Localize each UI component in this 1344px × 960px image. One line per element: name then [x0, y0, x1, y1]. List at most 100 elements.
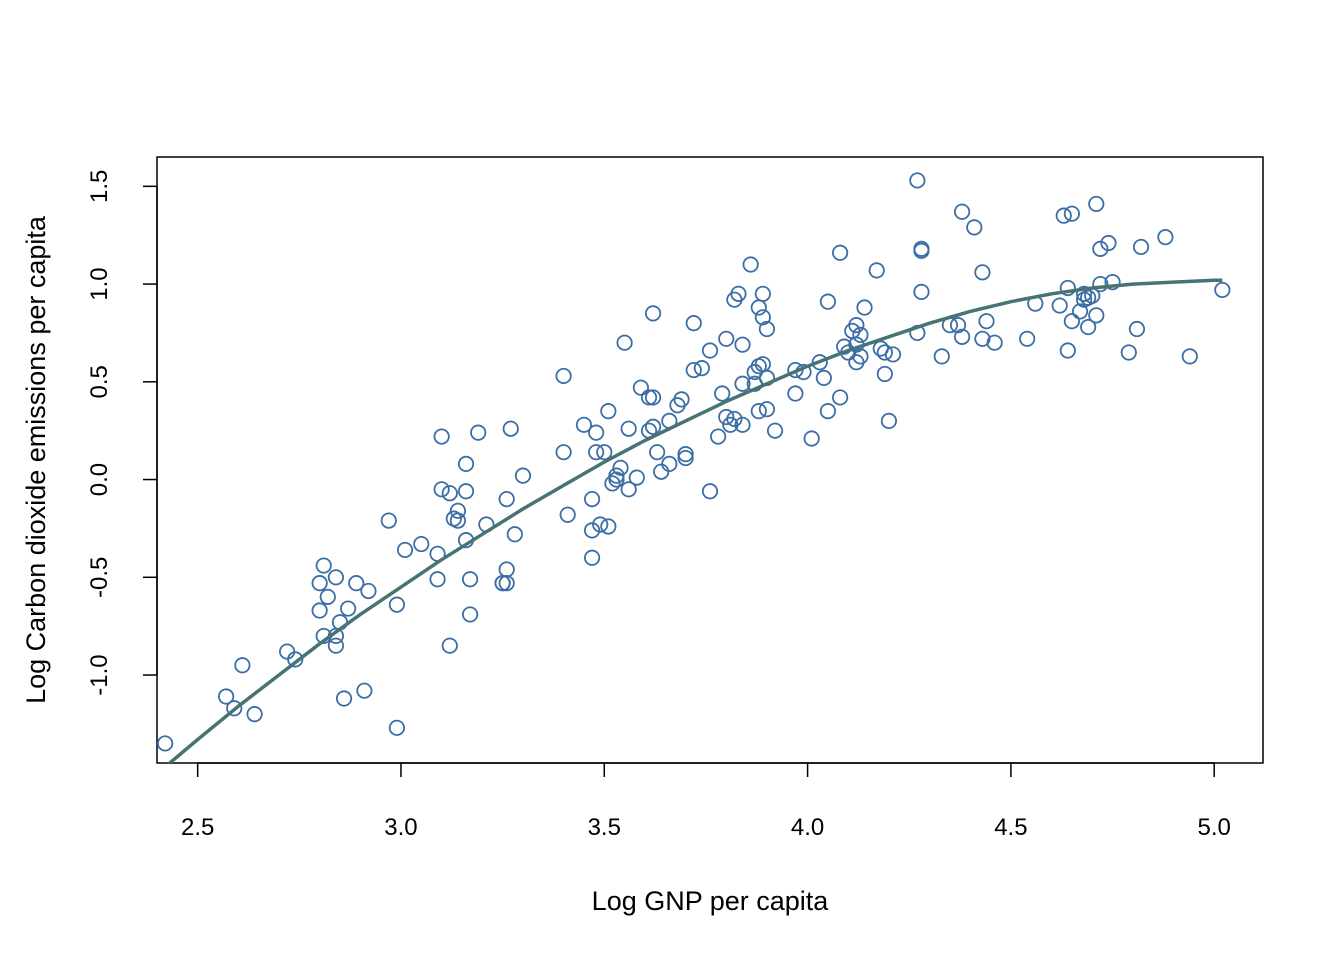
y-tick-label: 1.0: [86, 267, 113, 300]
data-point: [933, 348, 950, 365]
data-point: [868, 262, 885, 279]
data-point: [583, 522, 601, 539]
data-point: [157, 735, 174, 752]
data-point: [441, 637, 458, 654]
data-point: [457, 483, 475, 500]
data-point: [388, 719, 406, 736]
data-point: [701, 483, 719, 500]
data-point: [588, 444, 605, 461]
data-point: [555, 444, 572, 461]
data-point: [559, 506, 576, 523]
x-tick-label: 3.0: [384, 814, 417, 841]
x-tick-label: 5.0: [1198, 814, 1231, 841]
data-point: [718, 330, 735, 347]
data-point: [644, 305, 662, 322]
data-point: [1075, 285, 1093, 302]
data-point: [514, 467, 532, 484]
data-point: [628, 469, 645, 486]
y-tick-label: 0.0: [86, 463, 113, 496]
data-point: [750, 299, 767, 316]
data-point: [677, 449, 694, 467]
data-point: [583, 549, 601, 566]
data-point: [287, 651, 304, 668]
data-point: [1088, 307, 1105, 324]
data-point: [246, 706, 263, 723]
data-point: [649, 444, 666, 461]
data-point: [1088, 195, 1105, 213]
fitted-curve: [167, 278, 1223, 763]
data-point: [1019, 330, 1036, 347]
data-point: [726, 410, 743, 428]
data-point: [596, 444, 613, 461]
data-point: [588, 424, 605, 441]
fit-curve-line: [167, 278, 1223, 763]
data-point: [279, 643, 296, 660]
data-point: [335, 690, 353, 707]
data-point: [433, 428, 450, 445]
data-point: [701, 342, 719, 359]
data-point: [730, 285, 747, 302]
data-point: [449, 512, 466, 529]
data-point: [311, 575, 328, 592]
data-point: [1104, 274, 1121, 291]
data-point: [876, 365, 893, 383]
data-point: [677, 446, 694, 463]
data-point: [620, 420, 637, 437]
data-point: [1100, 234, 1117, 252]
data-point: [954, 328, 971, 345]
x-tick-label: 2.5: [181, 814, 214, 841]
data-point: [327, 569, 345, 586]
data-point: [693, 360, 710, 377]
data-point: [673, 391, 690, 408]
data-point: [413, 535, 430, 553]
data-point: [832, 244, 849, 261]
data-point: [819, 403, 837, 420]
data-point: [978, 313, 995, 330]
data-point: [1059, 342, 1076, 359]
data-point: [218, 688, 235, 705]
data-point: [685, 361, 702, 379]
data-point: [1181, 348, 1198, 365]
data-point: [966, 219, 983, 236]
data-point: [433, 481, 450, 498]
data-point: [644, 389, 662, 406]
data-point: [710, 428, 727, 445]
data-point: [714, 385, 731, 402]
data-point: [600, 403, 617, 420]
data-point: [986, 334, 1003, 351]
data-point: [1092, 275, 1109, 293]
data-point: [787, 385, 804, 402]
x-tick-label: 3.5: [588, 814, 621, 841]
data-point: [803, 430, 820, 447]
y-axis: -1.0 -0.5 0.0 0.5 1.0 1.5: [86, 170, 158, 696]
data-point: [913, 240, 930, 257]
data-point: [506, 526, 523, 543]
data-point: [974, 264, 991, 281]
data-point: [1055, 207, 1072, 224]
plot-frame: [156, 156, 1264, 764]
data-point: [441, 485, 458, 502]
data-point: [461, 606, 479, 623]
data-point: [555, 367, 572, 385]
data-point: [661, 455, 678, 473]
data-point: [852, 326, 869, 343]
data-point: [429, 571, 446, 588]
data-point: [356, 682, 373, 699]
data-point: [360, 582, 377, 600]
data-point: [815, 369, 832, 386]
data-point: [734, 336, 751, 353]
data-point: [754, 285, 771, 302]
data-point: [348, 575, 365, 592]
data-point: [457, 455, 475, 473]
data-point: [909, 172, 926, 189]
data-point: [608, 467, 625, 484]
data-point: [1157, 229, 1174, 246]
data-point: [234, 657, 251, 674]
data-point: [592, 516, 609, 533]
data-point: [750, 403, 767, 420]
data-point: [616, 334, 633, 351]
data-point: [832, 389, 849, 406]
data-point: [913, 283, 930, 300]
data-point: [685, 315, 702, 332]
data-point: [380, 512, 397, 529]
